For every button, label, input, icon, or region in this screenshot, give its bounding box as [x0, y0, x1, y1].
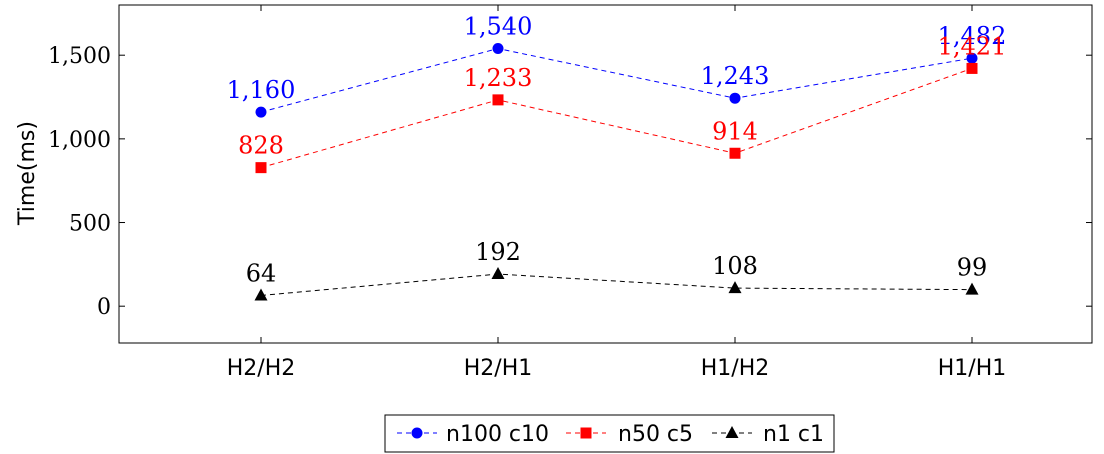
- x-tick-label: H1/H1: [938, 356, 1007, 381]
- legend-marker-n100-c10: [411, 427, 423, 439]
- legend-marker-n1-c1: [725, 426, 739, 438]
- data-label-n1-c1: 108: [712, 252, 758, 280]
- legend-marker-n50-c5: [580, 427, 592, 439]
- data-label-n50-c5: 1,421: [938, 32, 1007, 60]
- legend-label-n50-c5: n50 c5: [618, 422, 693, 447]
- data-label-n1-c1: 192: [475, 238, 521, 266]
- data-point-n100-c10: [729, 92, 741, 104]
- data-label-n100-c10: 1,540: [464, 13, 533, 41]
- series-n1-c1: 64 192 108 99: [246, 238, 988, 301]
- data-point-n1-c1: [728, 281, 742, 294]
- data-label-n50-c5: 914: [712, 117, 758, 145]
- data-point-n50-c5: [492, 94, 504, 106]
- data-label-n100-c10: 1,160: [227, 76, 296, 104]
- data-point-n1-c1: [254, 288, 268, 301]
- data-point-n50-c5: [966, 62, 978, 74]
- data-point-n100-c10: [966, 52, 978, 64]
- data-point-n1-c1: [491, 267, 505, 280]
- y-axis-label: Time(ms): [15, 121, 40, 226]
- series-layer: 1,160 1,540 1,243 1,482 828 1,233 914 1,421 64 19…: [227, 13, 1007, 301]
- data-point-n100-c10: [255, 106, 267, 118]
- data-label-n1-c1: 99: [957, 254, 988, 282]
- data-point-n1-c1: [965, 282, 979, 295]
- y-tick-label: 1,000: [48, 128, 111, 153]
- data-label-n100-c10: 1,482: [938, 22, 1007, 50]
- y-tick-label: 0: [97, 295, 111, 320]
- legend-label-n100-c10: n100 c10: [446, 422, 549, 447]
- x-tick-label: H1/H2: [701, 356, 770, 381]
- y-tick-label: 500: [69, 212, 111, 237]
- y-tick-label: 1,500: [48, 44, 111, 69]
- x-axis: H2/H2 H2/H1 H1/H2 H1/H1: [227, 5, 1007, 381]
- series-n50-c5: 828 1,233 914 1,421: [238, 32, 1007, 174]
- data-point-n50-c5: [729, 147, 741, 159]
- x-tick-label: H2/H1: [464, 356, 533, 381]
- data-point-n100-c10: [492, 43, 504, 55]
- y-axis: 0 500 1,000 1,500: [48, 44, 1092, 320]
- series-line-n50-c5: [260, 67, 973, 169]
- legend-label-n1-c1: n1 c1: [763, 422, 824, 447]
- data-point-n50-c5: [255, 162, 267, 174]
- series-line-n100-c10: [260, 47, 973, 113]
- data-label-n50-c5: 1,233: [464, 64, 533, 92]
- series-line-n1-c1: [260, 273, 973, 296]
- legend: n100 c10 n50 c5 n1 c1: [384, 414, 835, 453]
- x-tick-label: H2/H2: [227, 356, 296, 381]
- data-label-n1-c1: 64: [246, 259, 277, 287]
- plot-area-frame: [118, 4, 1093, 344]
- series-n100-c10: 1,160 1,540 1,243 1,482: [227, 13, 1007, 118]
- legend-box: [384, 414, 835, 453]
- data-label-n100-c10: 1,243: [701, 62, 770, 90]
- data-label-n50-c5: 828: [238, 132, 284, 160]
